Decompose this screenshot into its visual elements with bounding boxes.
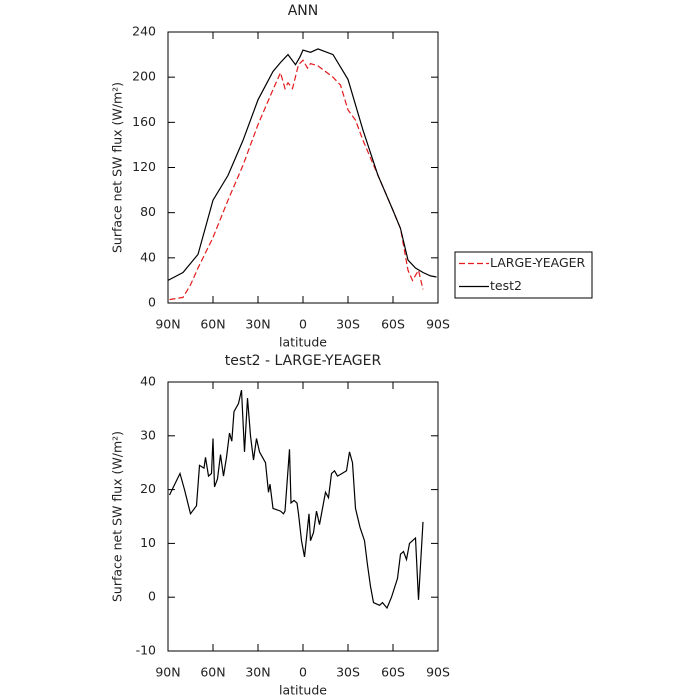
y-tick-label: 30 [140, 427, 156, 442]
y-tick-label: 40 [140, 374, 156, 389]
y-axis-label: Surface net SW flux (W/m²) [110, 431, 125, 602]
x-tick-label: 0 [299, 665, 307, 680]
y-tick-label: 200 [132, 69, 156, 84]
y-axis-label: Surface net SW flux (W/m²) [110, 82, 125, 253]
x-tick-label: 60S [381, 317, 405, 332]
y-tick-label: -10 [136, 643, 156, 658]
y-tick-label: 160 [132, 114, 156, 129]
y-tick-label: 0 [148, 589, 156, 604]
series-line [167, 48, 437, 281]
x-tick-label: 60N [200, 317, 225, 332]
x-tick-label: 60N [200, 665, 225, 680]
legend-box [454, 251, 593, 299]
series-line [169, 59, 424, 301]
panel-title: ANN [288, 3, 319, 19]
panel-title: test2 - LARGE-YEAGER [225, 353, 382, 369]
legend-label: test2 [490, 278, 522, 293]
y-tick-label: 0 [148, 295, 156, 310]
plot-frame [167, 381, 439, 652]
x-tick-label: 90N [155, 665, 180, 680]
plot-frame [167, 31, 439, 304]
legend-label: LARGE-YEAGER [490, 255, 586, 270]
y-tick-label: 120 [132, 159, 156, 174]
x-tick-label: 90N [155, 317, 180, 332]
x-axis-label: latitude [279, 683, 327, 698]
x-tick-label: 30N [245, 665, 270, 680]
x-tick-label: 90S [426, 665, 450, 680]
x-axis-label: latitude [279, 335, 327, 350]
y-tick-label: 40 [140, 249, 156, 264]
x-tick-label: 60S [381, 665, 405, 680]
y-tick-label: 240 [132, 24, 156, 39]
series-line [168, 389, 424, 610]
y-tick-label: 80 [140, 204, 156, 219]
y-tick-label: 10 [140, 535, 156, 550]
x-tick-label: 30S [336, 665, 360, 680]
x-tick-label: 30N [245, 317, 270, 332]
x-tick-label: 30S [336, 317, 360, 332]
x-tick-label: 0 [299, 317, 307, 332]
y-tick-label: 20 [140, 481, 156, 496]
x-tick-label: 90S [426, 317, 450, 332]
